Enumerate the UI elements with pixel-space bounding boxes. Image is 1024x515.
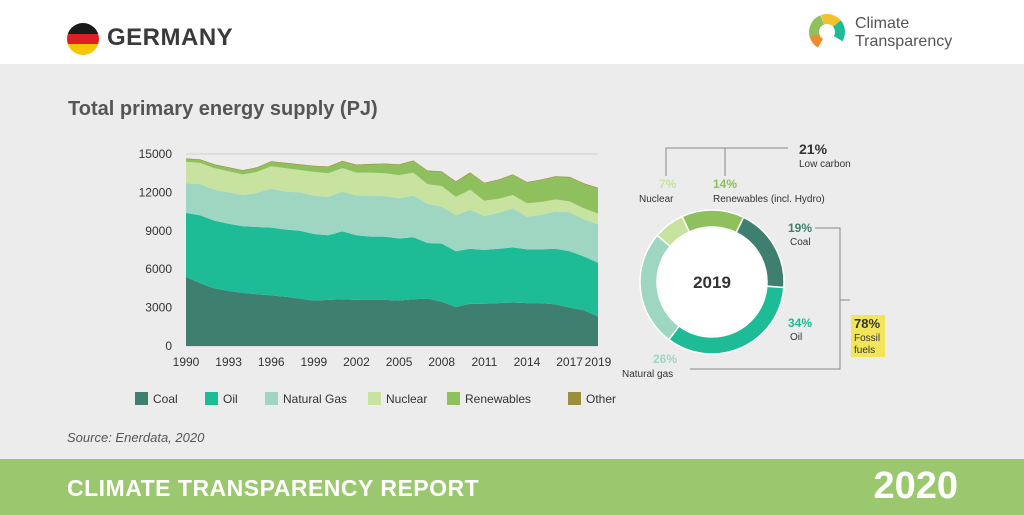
- y-tick-label: 3000: [145, 301, 172, 315]
- fossil-percent-label: 78%: [854, 316, 880, 331]
- energy-donut-chart: 2019 19% Coal 34% Oil 26% Natural gas 7% Nuclear…: [622, 141, 885, 380]
- legend-item: Nuclear: [368, 390, 427, 406]
- legend-label: Coal: [153, 391, 178, 406]
- legend-item: Coal: [135, 390, 178, 406]
- y-tick-label: 9000: [145, 224, 172, 238]
- y-tick-label: 12000: [139, 185, 173, 199]
- x-tick-label: 2017: [556, 355, 583, 369]
- x-tick-label: 2011: [471, 355, 497, 369]
- country-title: GERMANY: [107, 24, 234, 51]
- page-header: GERMANY Climate Transparency: [0, 0, 1024, 64]
- x-tick-label: 1996: [258, 355, 285, 369]
- legend-label: Oil: [223, 391, 238, 406]
- legend-swatch: [368, 392, 381, 406]
- x-tick-label: 1990: [173, 355, 200, 369]
- logo-wordmark: Climate Transparency: [855, 15, 952, 51]
- oil-name-label: Oil: [790, 332, 802, 343]
- legend-label: Renewables: [465, 391, 532, 406]
- nuclear-percent-label: 7%: [659, 177, 677, 191]
- legend-swatch: [568, 392, 581, 406]
- area-series-other: [186, 158, 598, 189]
- nuclear-name-label: Nuclear: [639, 194, 674, 205]
- area-series-coal: [186, 276, 598, 346]
- area-series-oil: [186, 212, 598, 317]
- low-carbon-name-label: Low carbon: [799, 159, 851, 170]
- coal-name-label: Coal: [790, 237, 811, 248]
- x-tick-label: 2008: [428, 355, 455, 369]
- legend-swatch: [447, 392, 460, 406]
- germany-flag-icon: [67, 23, 99, 55]
- legend-label: Other: [586, 391, 617, 406]
- renewables-name-label: Renewables (incl. Hydro): [713, 194, 825, 205]
- page-footer: CLIMATE TRANSPARENCY REPORT 2020: [0, 459, 1024, 515]
- logo-line2: Transparency: [855, 33, 953, 50]
- donut-hole: [658, 228, 766, 336]
- y-tick-label: 0: [165, 339, 172, 353]
- legend-swatch: [205, 392, 218, 406]
- legend-label: Natural Gas: [283, 391, 348, 406]
- x-tick-label: 2019: [585, 355, 612, 369]
- low-carbon-bracket: [665, 147, 788, 176]
- legend-swatch: [265, 392, 278, 406]
- footer-year: 2020: [873, 465, 958, 507]
- x-tick-label: 2005: [386, 355, 413, 369]
- x-tick-label: 1999: [301, 355, 328, 369]
- renewables-percent-label: 14%: [713, 177, 737, 191]
- legend-swatch: [135, 392, 148, 406]
- legend-label: Nuclear: [386, 391, 428, 406]
- logo-line1: Climate: [855, 15, 910, 32]
- donut-slice-renewables: [681, 209, 745, 234]
- x-tick-label: 1993: [215, 355, 242, 369]
- gas-percent-label: 26%: [653, 352, 677, 366]
- coal-percent-label: 19%: [788, 221, 812, 235]
- legend-item: Renewables: [447, 390, 531, 406]
- footer-title: CLIMATE TRANSPARENCY REPORT: [67, 475, 480, 501]
- source-note: Source: Enerdata, 2020: [67, 430, 205, 445]
- x-tick-label: 2002: [343, 355, 370, 369]
- climate-transparency-logo-icon: [809, 14, 845, 50]
- gas-name-label: Natural gas: [622, 369, 673, 380]
- area-series-renewables: [186, 159, 598, 214]
- oil-percent-label: 34%: [788, 316, 812, 330]
- y-tick-label: 15000: [139, 147, 173, 161]
- chart-title: Total primary energy supply (PJ): [68, 98, 378, 120]
- x-tick-label: 2014: [514, 355, 541, 369]
- fossil-highlight-box: [851, 315, 885, 357]
- fossil-name-label-line2: fuels: [854, 345, 875, 356]
- low-carbon-percent-label: 21%: [799, 141, 828, 157]
- legend-item: Natural Gas: [265, 390, 347, 406]
- area-series-natural-gas: [186, 183, 598, 263]
- area-series-nuclear: [186, 161, 598, 225]
- fossil-bracket: [690, 227, 850, 370]
- y-tick-label: 6000: [145, 262, 172, 276]
- fossil-name-label-line1: Fossil: [854, 333, 880, 344]
- legend-item: Oil: [205, 390, 238, 406]
- donut-center-year: 2019: [693, 273, 731, 292]
- legend-item: Other: [568, 390, 616, 406]
- energy-area-chart: 0 3000 6000 9000 12000 15000 1990 1993 1996 1999 2…: [139, 147, 612, 369]
